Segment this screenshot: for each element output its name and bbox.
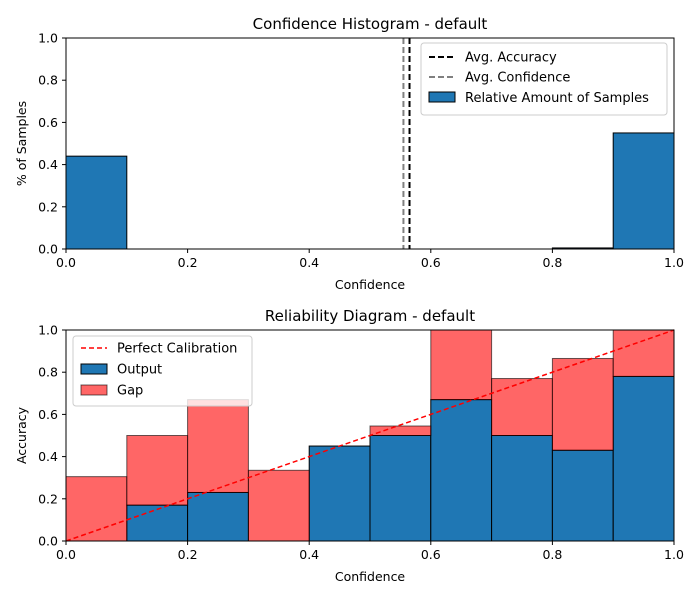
- axes-frame: [65, 329, 675, 542]
- legend-output-label: Output: [117, 363, 162, 378]
- histogram-title: Confidence Histogram - default: [253, 15, 488, 33]
- x-tick-label: 0.0: [56, 547, 76, 562]
- y-tick-label: 0.0: [38, 534, 58, 549]
- reliability-title: Reliability Diagram - default: [265, 307, 475, 325]
- reliability-plot-area: 0.0 0.2 0.4 0.6 0.8 1.0 0.0 0.2 0.4 0.6 0.8 1.0: [38, 323, 684, 563]
- legend-samples-label: Relative Amount of Samples: [465, 91, 649, 106]
- output-bar: [369, 435, 432, 542]
- x-tick-label: 1.0: [664, 547, 684, 562]
- gap-bar: [612, 329, 675, 377]
- y-tick-label: 0.8: [38, 365, 58, 380]
- output-bar: [551, 449, 614, 542]
- x-tick-label: 1.0: [664, 255, 684, 270]
- y-tick-label: 0.4: [38, 157, 58, 172]
- gap-bar: [430, 329, 493, 401]
- y-tick-label: 1.0: [38, 31, 58, 46]
- x-tick-label: 0.2: [178, 547, 198, 562]
- legend-gap-label: Gap: [117, 384, 143, 399]
- axes-frame: [65, 37, 675, 250]
- reliability-legend: Perfect Calibration Output Gap: [72, 335, 253, 407]
- reliability-y-axis-label: Accuracy: [14, 406, 29, 464]
- gap-bar: [126, 435, 189, 506]
- histogram-legend: Avg. Accuracy Avg. Confidence Relative A…: [420, 42, 668, 116]
- perfect-calibration-line: [65, 329, 675, 542]
- histogram-bar: [65, 155, 128, 250]
- x-tick-label: 0.0: [56, 255, 76, 270]
- y-tick-label: 0.0: [38, 242, 58, 257]
- gap-bar: [551, 357, 614, 451]
- output-bar: [430, 399, 493, 542]
- y-tick-label: 1.0: [38, 323, 58, 338]
- output-bar: [187, 491, 249, 542]
- legend-perfect-calibration-label: Perfect Calibration: [117, 342, 237, 357]
- histogram-legend-box: [420, 42, 668, 116]
- x-tick-label: 0.6: [421, 255, 441, 270]
- y-tick-label: 0.2: [38, 491, 58, 506]
- y-tick-label: 0.2: [38, 199, 58, 214]
- y-tick-label: 0.6: [38, 115, 58, 130]
- legend-avg-accuracy-label: Avg. Accuracy: [465, 51, 557, 66]
- x-tick-label: 0.6: [421, 547, 441, 562]
- bars-group: [65, 132, 675, 250]
- output-bar: [491, 435, 553, 542]
- reliability-legend-box: [72, 335, 253, 407]
- output-bar: [612, 375, 675, 542]
- output-bar: [126, 504, 189, 542]
- output-bar: [308, 445, 371, 542]
- gap-bar: [65, 476, 128, 542]
- y-tick-label: 0.6: [38, 407, 58, 422]
- histogram-plot-area: 0.0 0.2 0.4 0.6 0.8 1.0 0.0 0.2 0.4 0.6 0.8 1.0: [38, 31, 684, 271]
- y-tick-label: 0.8: [38, 73, 58, 88]
- legend-samples-swatch: [428, 91, 456, 103]
- x-tick-label: 0.4: [299, 255, 319, 270]
- x-tick-label: 0.8: [542, 255, 562, 270]
- y-tick-label: 0.4: [38, 449, 58, 464]
- gap-bar: [491, 378, 553, 436]
- reliability-diagram-panel: Reliability Diagram - default 0.0 0.2 0.4 0…: [14, 307, 684, 584]
- x-tick-label: 0.8: [542, 547, 562, 562]
- legend-gap-swatch: [80, 384, 108, 396]
- confidence-histogram-panel: Confidence Histogram - default 0.0 0.2 0.4…: [14, 15, 684, 292]
- gap-bar: [187, 399, 249, 493]
- histogram-x-axis-label: Confidence: [335, 277, 406, 292]
- reliability-x-axis-label: Confidence: [335, 569, 406, 584]
- histogram-y-axis-label: % of Samples: [14, 101, 29, 186]
- gap-bar: [369, 425, 432, 437]
- legend-output-swatch: [80, 363, 108, 375]
- gap-bar: [247, 469, 310, 542]
- x-tick-label: 0.2: [178, 255, 198, 270]
- histogram-bar: [612, 132, 675, 250]
- legend-avg-confidence-label: Avg. Confidence: [465, 71, 570, 86]
- x-tick-label: 0.4: [299, 547, 319, 562]
